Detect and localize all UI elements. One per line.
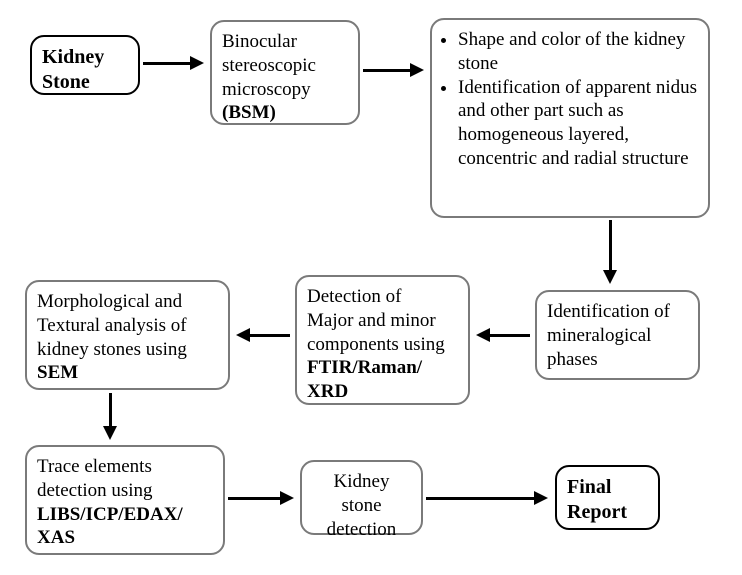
node-trace-elements: Trace elementsdetection usingLIBS/ICP/ED… bbox=[25, 445, 225, 555]
arrow-line bbox=[143, 62, 190, 65]
arrow-down-icon bbox=[603, 270, 617, 284]
node-bsm: Binocularstereoscopicmicroscopy(BSM) bbox=[210, 20, 360, 125]
arrow-right-icon bbox=[190, 56, 204, 70]
arrow-left-icon bbox=[236, 328, 250, 342]
node-ftir-raman-xrd: Detection ofMajor and minorcomponents us… bbox=[295, 275, 470, 405]
arrow-line bbox=[109, 393, 112, 426]
arrow-line bbox=[426, 497, 534, 500]
bullet-item: Identification of apparent nidus and oth… bbox=[458, 76, 698, 171]
node-shape-color: Shape and color of the kidney stoneIdent… bbox=[430, 18, 710, 218]
node-final-report: FinalReport bbox=[555, 465, 660, 530]
arrow-right-icon bbox=[410, 63, 424, 77]
arrow-line bbox=[250, 334, 290, 337]
arrow-down-icon bbox=[103, 426, 117, 440]
node-kidney-stone-detection: Kidney stone detection bbox=[300, 460, 423, 535]
bullet-item: Shape and color of the kidney stone bbox=[458, 28, 698, 76]
arrow-right-icon bbox=[280, 491, 294, 505]
node-kidney-stone: KidneyStone bbox=[30, 35, 140, 95]
arrow-right-icon bbox=[534, 491, 548, 505]
node-sem: Morphological andTextural analysis ofkid… bbox=[25, 280, 230, 390]
arrow-line bbox=[609, 220, 612, 270]
arrow-line bbox=[363, 69, 410, 72]
arrow-line bbox=[490, 334, 530, 337]
arrow-left-icon bbox=[476, 328, 490, 342]
node-mineralogical-phases: Identification ofmineralogicalphases bbox=[535, 290, 700, 380]
arrow-line bbox=[228, 497, 280, 500]
